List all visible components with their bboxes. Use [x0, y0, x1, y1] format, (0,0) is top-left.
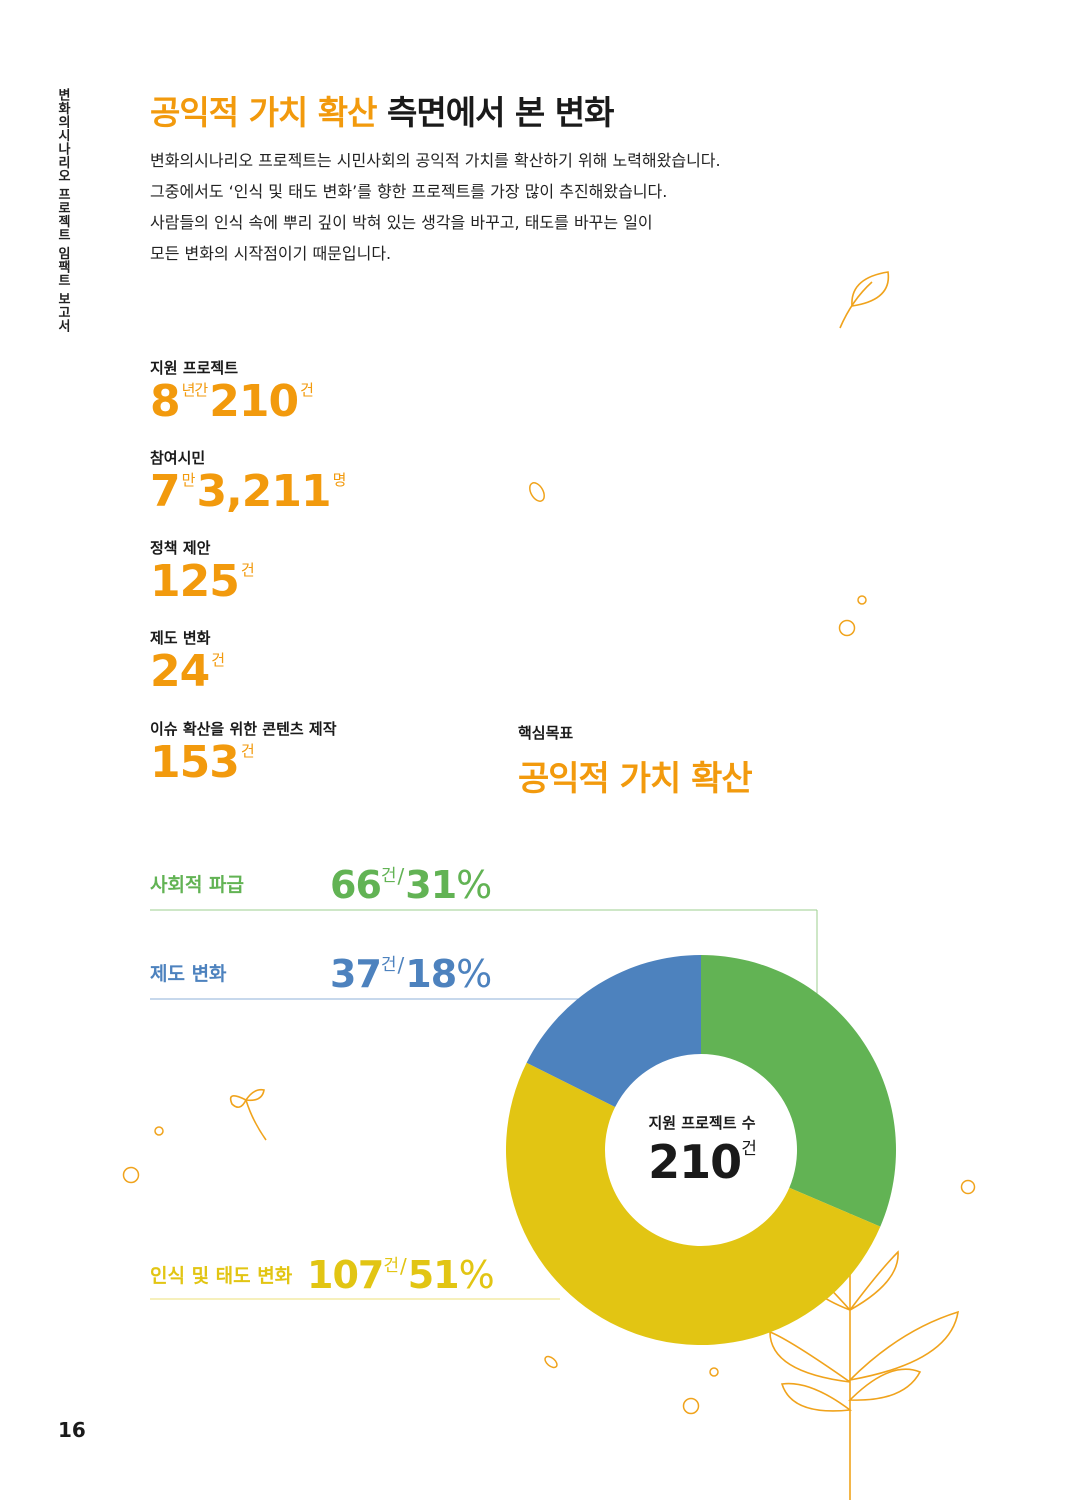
stat-citizens: 참여시민 7 만3,211 명 — [150, 447, 347, 514]
stat-number: 153 — [150, 737, 240, 788]
stat-man-unit: 만 — [181, 471, 196, 489]
dot-icon — [682, 1397, 700, 1415]
intro-line: 그중에서도 ‘인식 및 태도 변화’를 향한 프로젝트를 가장 많이 추진해왔습… — [150, 182, 668, 201]
title-accent: 공익적 가치 확산 — [150, 93, 377, 132]
stat-unit: 건 — [240, 742, 255, 760]
intro-line: 변화의시나리오 프로젝트는 시민사회의 공익적 가치를 확산하기 위해 노력해왔… — [150, 151, 721, 170]
sprout-icon — [229, 1088, 267, 1141]
breakdown-slash: / — [399, 1254, 407, 1278]
dot-icon — [709, 1367, 719, 1377]
donut-segment-awareness — [505, 1062, 881, 1346]
donut-center-value: 210건 — [604, 1139, 800, 1185]
core-goal: 핵심목표 공익적 가치 확산 — [518, 722, 753, 800]
stat-count-unit: 건 — [300, 381, 314, 399]
dot-icon — [960, 1179, 976, 1195]
donut-total-unit: 건 — [741, 1139, 757, 1159]
page-number: 16 — [58, 1418, 86, 1442]
breakdown-unit: 건 — [383, 1256, 399, 1276]
intro-paragraph: 변화의시나리오 프로젝트는 시민사회의 공익적 가치를 확산하기 위해 노력해왔… — [150, 145, 870, 269]
stat-value: 153 건 — [150, 741, 337, 785]
breakdown-unit: 건 — [380, 866, 397, 886]
breakdown-pct-sign: % — [456, 952, 492, 996]
stat-value: 125 건 — [150, 560, 256, 604]
breakdown-unit: 건 — [380, 955, 397, 975]
breakdown-nums: 37건/18% — [330, 952, 492, 996]
stat-number: 24 — [150, 646, 210, 697]
stat-label: 제도 변화 — [150, 629, 211, 647]
breakdown-count: 37 — [330, 952, 382, 996]
stat-number: 125 — [150, 556, 240, 607]
dot-icon — [154, 1126, 164, 1136]
intro-line: 사람들의 인식 속에 뿌리 깊이 박혀 있는 생각을 바꾸고, 태도를 바꾸는 … — [150, 213, 653, 232]
stat-projects: 지원 프로젝트 8 년간210 건 — [150, 357, 315, 424]
stat-years-unit: 년간 — [181, 381, 209, 399]
stat-value: 24 건 — [150, 650, 226, 694]
donut-center: 지원 프로젝트 수 210건 — [604, 1112, 800, 1185]
breakdown-count: 107 — [307, 1253, 384, 1297]
small-leaf-icon — [529, 482, 545, 502]
stat-years: 8 — [150, 376, 181, 427]
stat-policy: 정책 제안 125 건 — [150, 537, 256, 604]
report-side-label: 변화의시나리오 프로젝트 임팩트 보고서 — [55, 88, 70, 333]
stat-label: 참여시민 — [150, 449, 206, 467]
breakdown-name: 사회적 파급 — [150, 874, 245, 896]
donut-segment-system — [526, 955, 701, 1108]
stat-rest: 3,211 — [196, 466, 331, 517]
small-leaf-icon — [544, 1355, 558, 1369]
stat-label: 이슈 확산을 위한 콘텐츠 제작 — [150, 720, 337, 738]
breakdown-slash: / — [397, 864, 405, 888]
dot-icon — [838, 619, 856, 637]
breakdown-name: 인식 및 태도 변화 — [150, 1265, 293, 1287]
stat-unit: 건 — [240, 561, 255, 579]
title-rest: 측면에서 본 변화 — [376, 93, 615, 132]
breakdown-nums: 66건/31% — [330, 863, 492, 907]
breakdown-count: 66 — [330, 863, 382, 907]
stat-label: 정책 제안 — [150, 539, 211, 557]
dot-icon — [857, 595, 867, 605]
stat-contents: 이슈 확산을 위한 콘텐츠 제작 153 건 — [150, 718, 337, 785]
stat-label: 지원 프로젝트 — [150, 359, 239, 377]
breakdown-slash: / — [397, 953, 405, 977]
stat-count: 210 — [209, 376, 299, 427]
breakdown-pct-sign: % — [458, 1253, 495, 1297]
donut-segment-social — [701, 955, 896, 1227]
breakdown-nums: 107건/51% — [307, 1253, 495, 1297]
stat-system: 제도 변화 24 건 — [150, 627, 226, 694]
dot-icon — [122, 1166, 140, 1184]
stat-man: 7 — [150, 466, 181, 517]
goal-value: 공익적 가치 확산 — [518, 759, 753, 799]
goal-label: 핵심목표 — [518, 724, 574, 742]
intro-line: 모든 변화의 시작점이기 때문입니다. — [150, 244, 392, 263]
stat-unit: 명 — [332, 471, 347, 489]
stat-value: 8 년간210 건 — [150, 380, 315, 424]
breakdown-name: 제도 변화 — [150, 963, 227, 985]
stat-unit: 건 — [211, 651, 225, 669]
breakdown-pct: 18 — [405, 952, 457, 996]
breakdown-pct: 31 — [405, 863, 457, 907]
leaf-icon — [839, 271, 890, 329]
page-title: 공익적 가치 확산 측면에서 본 변화 — [150, 86, 615, 134]
breakdown-pct-sign: % — [456, 863, 492, 907]
stat-value: 7 만3,211 명 — [150, 470, 347, 514]
donut-center-label: 지원 프로젝트 수 — [648, 1114, 756, 1132]
breakdown-pct: 51 — [407, 1253, 460, 1297]
donut-total: 210 — [648, 1135, 742, 1189]
